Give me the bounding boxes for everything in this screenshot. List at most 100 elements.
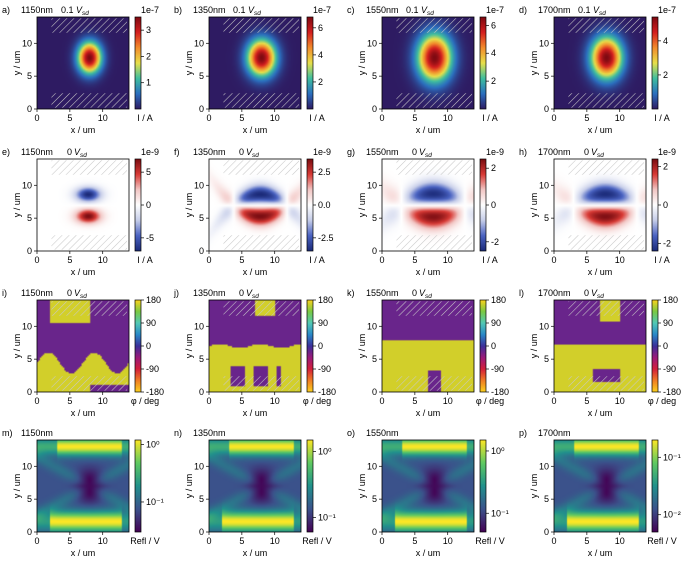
axes-frame [36, 158, 130, 252]
electrode-hatch-bottom [568, 235, 645, 250]
colorbar-gradient [307, 17, 313, 109]
colorbar-gradient [135, 440, 141, 532]
x-tick-label: 0 [379, 113, 384, 123]
y-tick-label: 5 [27, 494, 32, 504]
y-axis-label: y / um [184, 193, 194, 218]
colorbar-gradient [480, 300, 486, 392]
bias-value: 0 [412, 288, 417, 298]
y-axis-label: y / um [184, 51, 194, 76]
y-tick-label: 10 [539, 180, 549, 190]
colorbar-tick-label: 10⁰ [146, 440, 160, 450]
panel-letter: i) [2, 288, 7, 298]
colorbar-multiplier: 1e-9 [141, 147, 159, 157]
colorbar-label: Refl / V [302, 536, 332, 546]
colorbar-tick-label: 2 [491, 76, 496, 86]
x-tick-label: 10 [270, 396, 280, 406]
panel-title: e) 1150nm 0 Vsd [2, 147, 87, 159]
bias-unit-label: Vsd [74, 288, 87, 300]
electrode-hatch-bottom [568, 93, 645, 108]
x-tick-label: 5 [239, 255, 244, 265]
colorbar-multiplier: 1e-9 [486, 147, 504, 157]
colorbar-label: I / A [482, 255, 498, 265]
y-tick-label: 10 [367, 38, 377, 48]
colorbar-tick-label: 0 [663, 341, 668, 351]
x-tick-label: 0 [551, 536, 556, 546]
electrode-hatch-top [223, 18, 300, 33]
electrode-hatch-bottom [396, 376, 473, 391]
x-tick-label: 10 [270, 536, 280, 546]
bias-unit-label: Vsd [246, 147, 259, 159]
y-tick-label: 5 [544, 71, 549, 81]
colorbar-multiplier: 1e-7 [141, 5, 159, 15]
y-axis-label: y / um [529, 193, 539, 218]
x-axis-label: x / um [71, 408, 96, 418]
x-tick-label: 5 [239, 113, 244, 123]
colorbar-tick-label: 90 [146, 318, 156, 328]
panel-title: i) 1150nm 0 Vsd [2, 288, 87, 300]
electrode-hatch-top [396, 160, 473, 175]
colorbar-tick-label: -90 [491, 364, 504, 374]
y-axis-label: y / um [357, 193, 367, 218]
wavelength-label: 1550nm [366, 5, 399, 15]
colorbar-tick-label: 10⁻¹ [491, 508, 509, 518]
y-axis-label: y / um [357, 51, 367, 76]
colorbar-gradient [480, 17, 486, 109]
colorbar-tick-label: 2.5 [318, 167, 331, 177]
colorbar-tick-label: 3 [146, 25, 151, 35]
colorbar-tick-label: 180 [491, 295, 506, 305]
x-axis-label: x / um [588, 408, 613, 418]
x-tick-label: 10 [270, 255, 280, 265]
colorbar-tick-label: -90 [146, 364, 159, 374]
y-tick-label: 5 [27, 71, 32, 81]
x-axis-label: x / um [71, 548, 96, 558]
x-tick-label: 0 [206, 396, 211, 406]
colorbar-tick-label: 0 [318, 341, 323, 351]
y-tick-label: 0 [544, 387, 549, 397]
x-tick-label: 5 [584, 255, 589, 265]
y-axis-label: y / um [12, 334, 22, 359]
x-tick-label: 5 [584, 536, 589, 546]
electrode-hatch-bottom [223, 93, 300, 108]
colorbar-tick-label: 10⁻² [663, 510, 681, 520]
x-tick-label: 10 [615, 255, 625, 265]
axes-frame [381, 439, 475, 533]
x-axis-label: x / um [416, 408, 441, 418]
bias-value: 0.1 [61, 5, 74, 15]
y-tick-label: 10 [194, 38, 204, 48]
bias-unit-label: Vsd [593, 5, 606, 17]
axes-frame [36, 439, 130, 533]
y-axis-label: y / um [529, 51, 539, 76]
panel-letter: d) [519, 5, 527, 15]
y-tick-label: 5 [372, 494, 377, 504]
x-axis-label: x / um [588, 548, 613, 558]
panel-letter: k) [347, 288, 355, 298]
x-tick-label: 5 [239, 536, 244, 546]
colorbar-gradient [652, 17, 658, 109]
colorbar-tick-label: -2.5 [318, 233, 334, 243]
panel-title: o) 1550nm [347, 428, 399, 438]
heatmap-image [554, 440, 646, 532]
colorbar-label: φ / deg [131, 396, 159, 406]
bias-value: 0 [239, 288, 244, 298]
electrode-hatch-top [396, 18, 473, 33]
colorbar-tick-label: -180 [663, 387, 681, 397]
x-tick-label: 0 [206, 255, 211, 265]
x-tick-label: 5 [412, 113, 417, 123]
colorbar-tick-label: 2 [663, 70, 668, 80]
x-tick-label: 10 [98, 396, 108, 406]
y-axis-label: y / um [184, 334, 194, 359]
colorbar-tick-label: 90 [318, 318, 328, 328]
bias-unit-label: Vsd [248, 5, 261, 17]
bias-value: 0.1 [406, 5, 419, 15]
y-tick-label: 5 [372, 71, 377, 81]
wavelength-label: 1150nm [21, 5, 53, 15]
x-tick-label: 10 [443, 255, 453, 265]
x-axis-label: x / um [243, 267, 268, 277]
x-tick-label: 0 [34, 396, 39, 406]
axes-frame [381, 158, 475, 252]
colorbar-tick-label: 2 [318, 77, 323, 87]
